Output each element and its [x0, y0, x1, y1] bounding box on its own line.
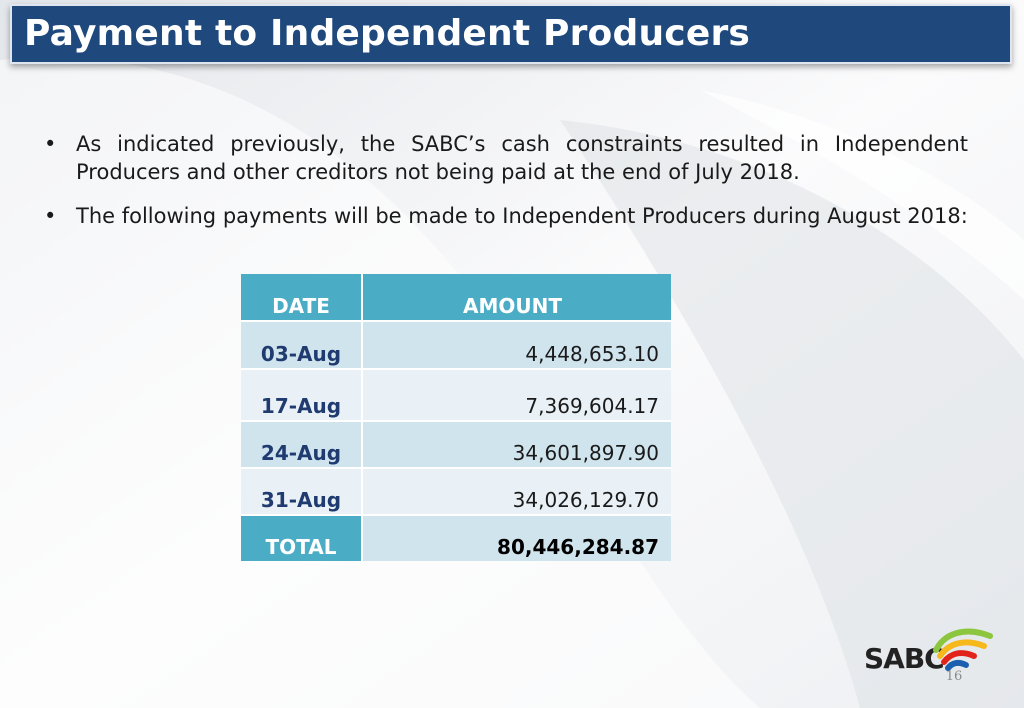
total-amount: 80,446,284.87: [363, 514, 671, 561]
bullet-list: • As indicated previously, the SABC’s ca…: [44, 130, 968, 246]
payment-amount: 34,601,897.90: [363, 420, 671, 467]
payment-date: 03-Aug: [241, 320, 363, 368]
page-title: Payment to Independent Producers: [24, 13, 751, 54]
payment-amount: 34,026,129.70: [363, 467, 671, 514]
table-total-row: TOTAL 80,446,284.87: [241, 514, 671, 561]
sabc-logo-icon: [933, 628, 993, 671]
bullet-text: The following payments will be made to I…: [76, 204, 968, 228]
column-header-amount: AMOUNT: [363, 274, 671, 320]
page-number: 16: [945, 669, 963, 684]
table-row: 31-Aug 34,026,129.70: [241, 467, 671, 514]
table-row: 17-Aug 7,369,604.17: [241, 368, 671, 420]
table-row: 03-Aug 4,448,653.10: [241, 320, 671, 368]
payment-amount: 4,448,653.10: [363, 320, 671, 368]
payment-date: 17-Aug: [241, 368, 363, 420]
total-label: TOTAL: [241, 514, 363, 561]
bullet-icon: •: [44, 132, 57, 156]
logo-text: SABC: [864, 642, 945, 675]
title-bar: Payment to Independent Producers: [10, 4, 1012, 64]
table-row: 24-Aug 34,601,897.90: [241, 420, 671, 467]
sabc-logo: SABC: [864, 620, 994, 690]
payment-amount: 7,369,604.17: [363, 368, 671, 420]
payment-date: 24-Aug: [241, 420, 363, 467]
table-header-row: DATE AMOUNT: [241, 274, 671, 320]
bullet-icon: •: [44, 204, 57, 228]
bullet-item-august-payments: • The following payments will be made to…: [44, 202, 968, 230]
payments-table: DATE AMOUNT 03-Aug 4,448,653.10 17-Aug 7…: [241, 274, 671, 561]
column-header-date: DATE: [241, 274, 363, 320]
bullet-text: As indicated previously, the SABC’s cash…: [76, 132, 968, 184]
bullet-item-cash-constraints: • As indicated previously, the SABC’s ca…: [44, 130, 968, 186]
payment-date: 31-Aug: [241, 467, 363, 514]
